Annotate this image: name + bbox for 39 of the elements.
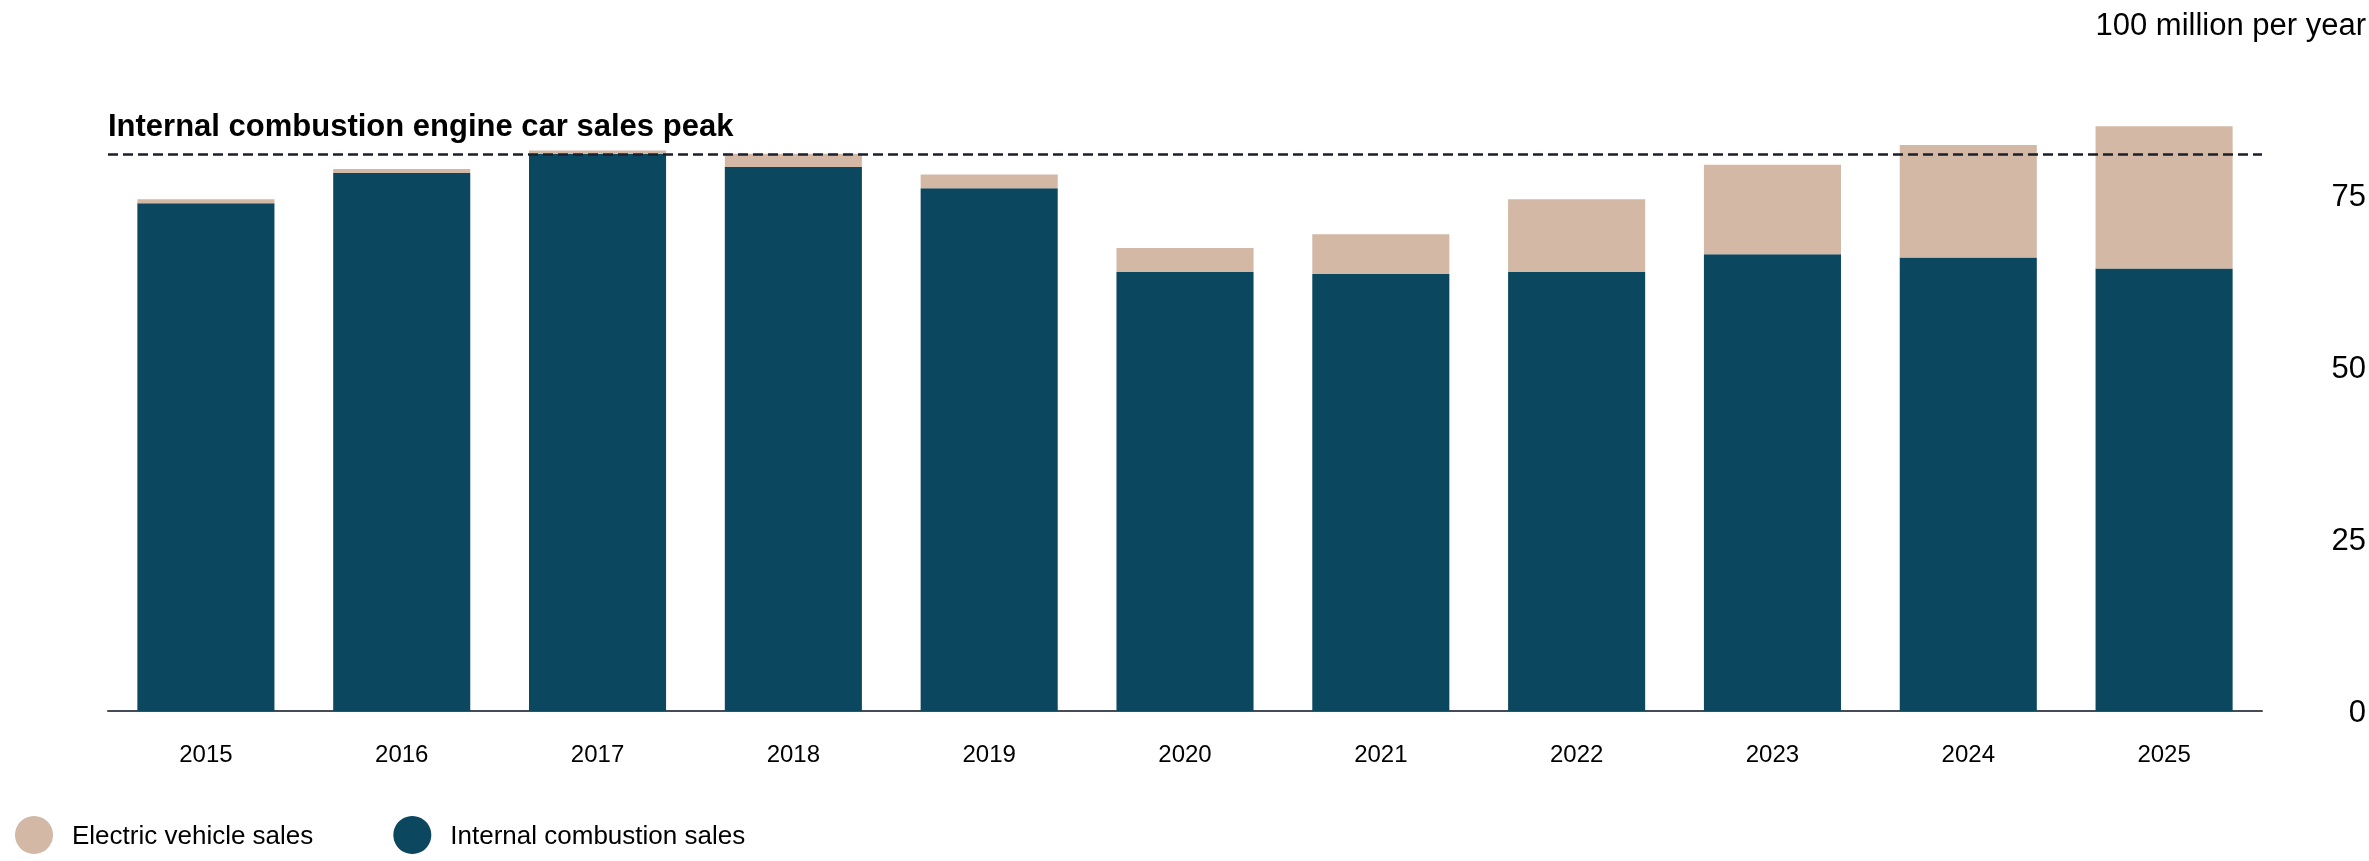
y-tick-label: 100 million per year xyxy=(2095,6,2366,42)
bar xyxy=(1508,272,1646,711)
x-tick-label: 2025 xyxy=(2137,739,2191,767)
x-tick-label: 2017 xyxy=(570,739,625,767)
bar xyxy=(333,168,471,174)
ref-line-label: Internal combustion engine car sales peak xyxy=(108,107,735,143)
x-tick-label: 2019 xyxy=(962,739,1016,767)
bar xyxy=(920,188,1058,711)
x-tick-label: 2016 xyxy=(375,739,429,767)
x-tick-label: 2022 xyxy=(1549,739,1604,767)
bar xyxy=(1508,199,1646,273)
legend-label: Internal combustion sales xyxy=(450,820,746,850)
x-tick-label: 2018 xyxy=(766,739,821,767)
x-tick-label: 2023 xyxy=(1745,739,1800,767)
bar xyxy=(1703,254,1841,711)
bar xyxy=(1703,164,1841,255)
bar xyxy=(2095,126,2233,269)
y-tick-label: 75 xyxy=(2331,178,2366,214)
bar xyxy=(1899,144,2037,258)
bar xyxy=(1312,274,1450,711)
y-tick-label: 25 xyxy=(2331,521,2366,557)
legend-label: Electric vehicle sales xyxy=(72,820,314,850)
y-tick-label: 0 xyxy=(2348,693,2366,729)
bar xyxy=(1116,272,1254,711)
y-tick-label: 50 xyxy=(2331,350,2366,385)
x-tick-label: 2021 xyxy=(1354,739,1408,767)
bar xyxy=(724,166,862,711)
bar xyxy=(137,199,275,204)
bar xyxy=(1312,234,1450,275)
x-tick-label: 2020 xyxy=(1158,739,1212,767)
x-tick-label: 2024 xyxy=(1941,739,1995,767)
bar xyxy=(333,173,471,711)
bar xyxy=(920,174,1058,189)
bar xyxy=(1116,247,1254,273)
bar xyxy=(529,153,667,711)
bar xyxy=(1899,257,2037,711)
bar xyxy=(2095,268,2233,711)
x-tick-label: 2015 xyxy=(179,739,233,767)
bar xyxy=(137,203,275,711)
